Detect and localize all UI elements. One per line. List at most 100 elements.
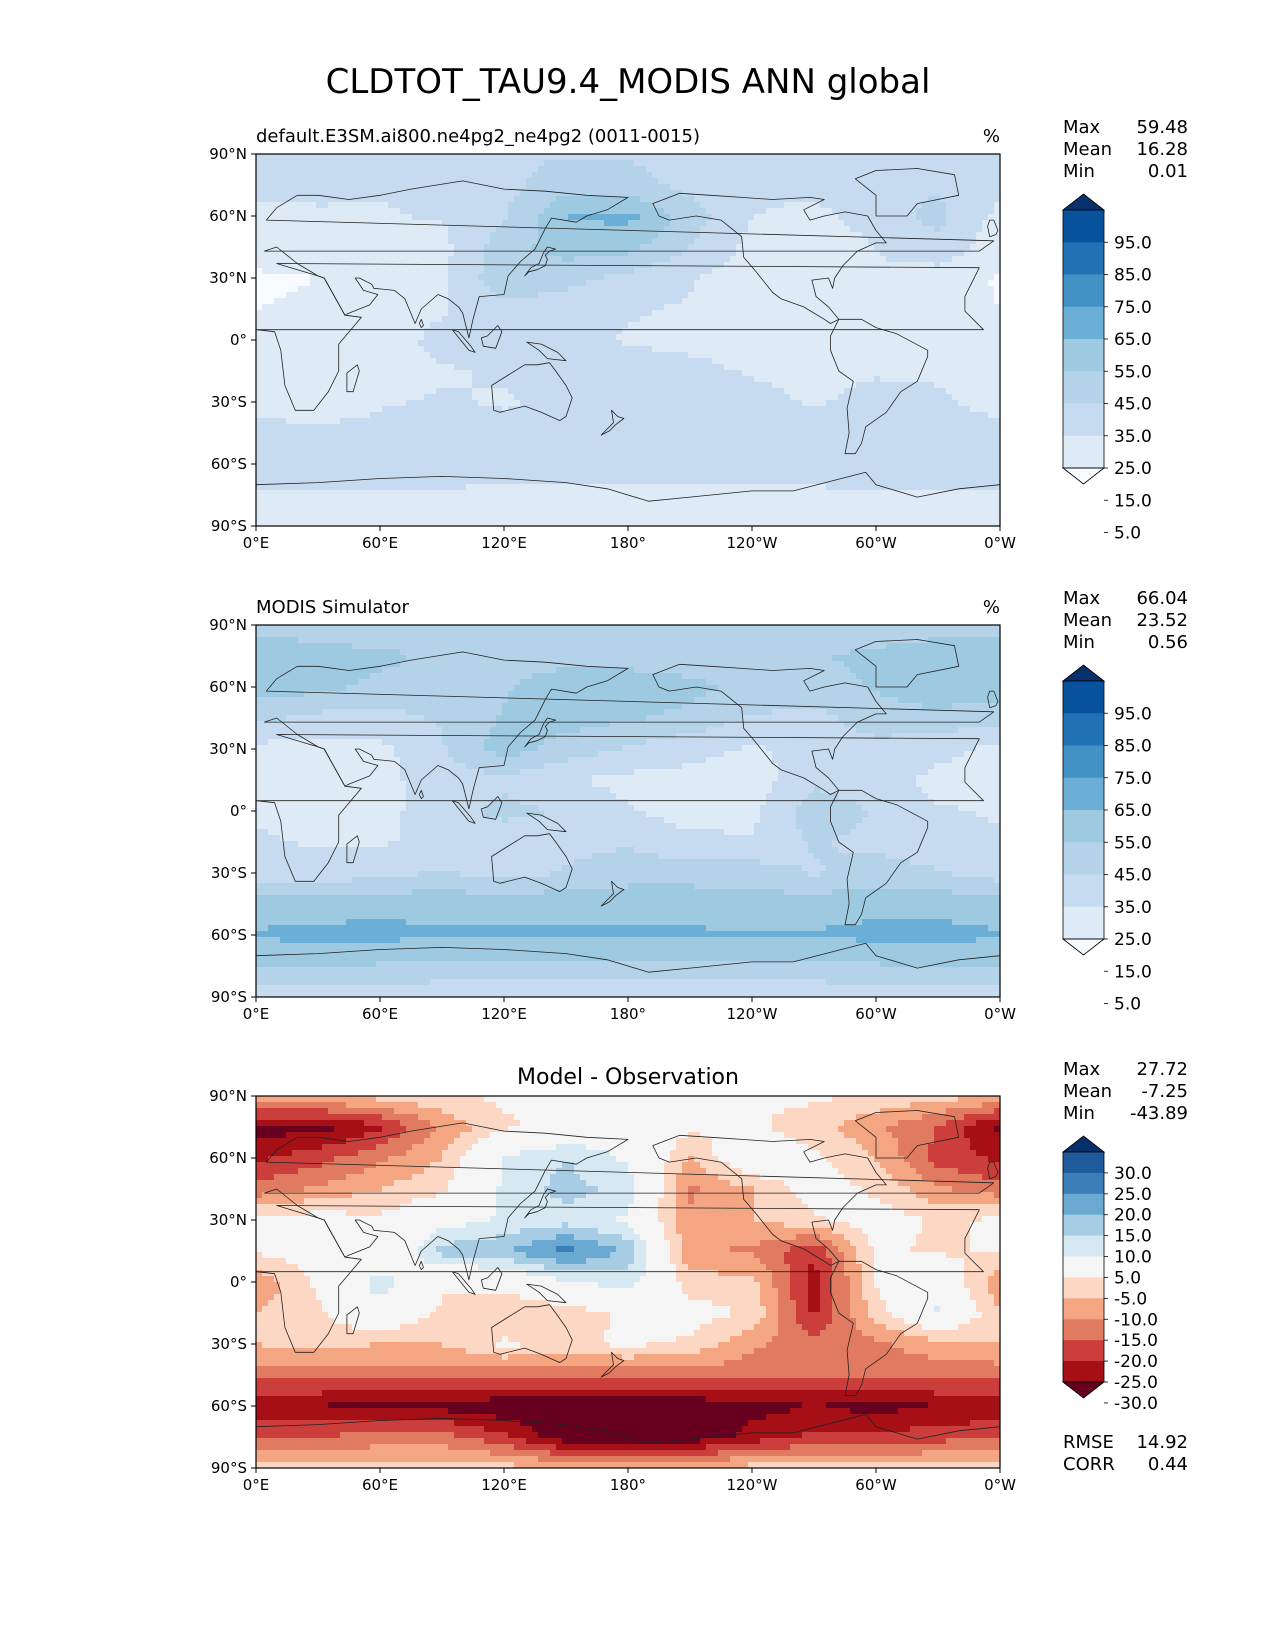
colorbar-tick-label: 35.0 xyxy=(1114,898,1152,918)
colorbar-segment xyxy=(1063,1172,1104,1195)
colorbar-tick-label: 20.0 xyxy=(1114,1206,1152,1226)
lon-tick-label: 0°E xyxy=(243,1005,270,1023)
colorbar-tick-label: -30.0 xyxy=(1114,1394,1158,1414)
lat-tick-label: 90°S xyxy=(211,988,247,1006)
colorbar-segment xyxy=(1063,874,1104,908)
contour-field xyxy=(256,154,1000,526)
colorbar: 95.0 85.0 75.0 65.0 55.0 45.0 35.0 25.0 15.0 5.0 xyxy=(1061,193,1152,544)
panel-title: Model - Observation xyxy=(517,1065,739,1090)
lat-tick-label: 30°S xyxy=(211,1335,247,1353)
coastlines xyxy=(256,639,1000,997)
colorbar-tick-label: -20.0 xyxy=(1114,1352,1158,1372)
lon-tick-label: 120°E xyxy=(481,1005,527,1023)
colorbar-tick-label: 85.0 xyxy=(1114,266,1152,286)
colorbar-segment xyxy=(1063,1193,1104,1216)
map-panel-1: 0°E 60°E 120°E 180° 120°W 60°W 0°W 90°N 60°N 30°N… xyxy=(209,117,1188,552)
colorbar-tick-label: 35.0 xyxy=(1114,427,1152,447)
colorbar-segment xyxy=(1063,745,1104,779)
colorbar-segment xyxy=(1063,403,1104,437)
colorbar-segment xyxy=(1063,842,1104,875)
colorbar-segment xyxy=(1063,1298,1104,1320)
lat-tick-label: 0° xyxy=(230,802,247,820)
stat-label-mean: Mean xyxy=(1063,610,1112,631)
colorbar-tick-label: 15.0 xyxy=(1114,491,1152,511)
colorbar-tick-label: 45.0 xyxy=(1114,395,1152,415)
panel-title: MODIS Simulator xyxy=(256,597,409,618)
stat-value-max: 27.72 xyxy=(1136,1059,1188,1080)
lon-tick-label: 0°E xyxy=(243,534,270,552)
stat-label-min: Min xyxy=(1063,161,1095,182)
lat-tick-label: 60°N xyxy=(209,207,247,225)
lat-tick-label: 30°N xyxy=(209,740,247,758)
stat-value-mean: 23.52 xyxy=(1136,610,1188,631)
colorbar-segment xyxy=(1063,1319,1104,1341)
stat-label-max: Max xyxy=(1063,588,1101,609)
colorbar-segment xyxy=(1063,1214,1104,1237)
lat-tick-label: 90°S xyxy=(211,517,247,535)
lon-tick-label: 0°W xyxy=(984,534,1016,552)
colorbar-tick-label: 75.0 xyxy=(1114,298,1152,318)
colorbar-extend-top xyxy=(1061,193,1106,211)
lon-tick-label: 120°W xyxy=(727,1005,778,1023)
stats-block: Max 27.72 Mean -7.25 Min -43.89 xyxy=(1063,1059,1188,1124)
colorbar-segment xyxy=(1063,713,1104,746)
colorbar-tick-label: 5.0 xyxy=(1114,524,1141,544)
colorbar-tick-label: 10.0 xyxy=(1114,1248,1152,1268)
colorbar-segment xyxy=(1063,1361,1104,1383)
colorbar-tick-label: 30.0 xyxy=(1114,1164,1152,1184)
lat-tick-label: 30°N xyxy=(209,269,247,287)
colorbar-tick-label: -25.0 xyxy=(1114,1373,1158,1393)
lon-tick-label: 60°E xyxy=(362,1005,398,1023)
colorbar-segment xyxy=(1063,1340,1104,1362)
colorbar-segment xyxy=(1063,435,1104,469)
lat-tick-label: 60°S xyxy=(211,1397,247,1415)
map-panel-2: 0°E 60°E 120°E 180° 120°W 60°W 0°W 90°N 60°N 30°N… xyxy=(209,588,1188,1023)
coastlines xyxy=(256,168,1000,526)
colorbar-segment xyxy=(1063,681,1104,714)
colorbar-extend-bottom xyxy=(1061,467,1106,485)
stat-value-corr: 0.44 xyxy=(1148,1454,1188,1475)
lon-tick-label: 120°W xyxy=(727,534,778,552)
stat-value-min: 0.01 xyxy=(1148,161,1188,182)
stat-label-corr: CORR xyxy=(1063,1454,1115,1475)
colorbar-extend-bottom xyxy=(1061,938,1106,956)
colorbar-tick-label: 75.0 xyxy=(1114,769,1152,789)
colorbar-tick-label: 45.0 xyxy=(1114,866,1152,886)
map-panel-3: 0°E 60°E 120°E 180° 120°W 60°W 0°W 90°N 60°N 30°N… xyxy=(209,1059,1188,1494)
colorbar-tick-label: 95.0 xyxy=(1114,704,1152,724)
colorbar-extend-bottom xyxy=(1061,1381,1106,1399)
panel-units: % xyxy=(983,126,1000,147)
colorbar-tick-label: 55.0 xyxy=(1114,362,1152,382)
lat-tick-label: 60°N xyxy=(209,1149,247,1167)
panel-units: % xyxy=(983,597,1000,618)
lat-tick-label: 60°S xyxy=(211,455,247,473)
colorbar-tick-label: 85.0 xyxy=(1114,737,1152,757)
stat-label-min: Min xyxy=(1063,1103,1095,1124)
stat-label-max: Max xyxy=(1063,117,1101,138)
colorbar-tick-label: 65.0 xyxy=(1114,801,1152,821)
colorbar-segment xyxy=(1063,1152,1104,1174)
colorbar-segment xyxy=(1063,906,1104,940)
panels: 0°E 60°E 120°E 180° 120°W 60°W 0°W 90°N 60°N 30°N… xyxy=(209,117,1188,1494)
stat-value-max: 66.04 xyxy=(1136,588,1188,609)
lat-tick-label: 90°N xyxy=(209,145,247,163)
stat-value-min: -43.89 xyxy=(1130,1103,1188,1124)
lat-tick-label: 90°N xyxy=(209,1087,247,1105)
colorbar-tick-label: -15.0 xyxy=(1114,1331,1158,1351)
lon-tick-label: 120°E xyxy=(481,1476,527,1494)
colorbar-tick-label: 95.0 xyxy=(1114,233,1152,253)
stat-value-min: 0.56 xyxy=(1148,632,1188,653)
lon-tick-label: 120°E xyxy=(481,534,527,552)
lon-tick-label: 60°E xyxy=(362,1476,398,1494)
colorbar-segment xyxy=(1063,1277,1104,1299)
colorbar-tick-label: 55.0 xyxy=(1114,833,1152,853)
contour-field xyxy=(256,1096,1000,1468)
lon-tick-label: 60°W xyxy=(855,1005,897,1023)
lon-tick-label: 60°W xyxy=(855,1476,897,1494)
colorbar-tick-label: 15.0 xyxy=(1114,962,1152,982)
colorbar-segment xyxy=(1063,777,1104,811)
colorbar-segment xyxy=(1063,1235,1104,1258)
lon-tick-label: 180° xyxy=(610,534,646,552)
page-title: CLDTOT_TAU9.4_MODIS ANN global xyxy=(326,62,931,102)
